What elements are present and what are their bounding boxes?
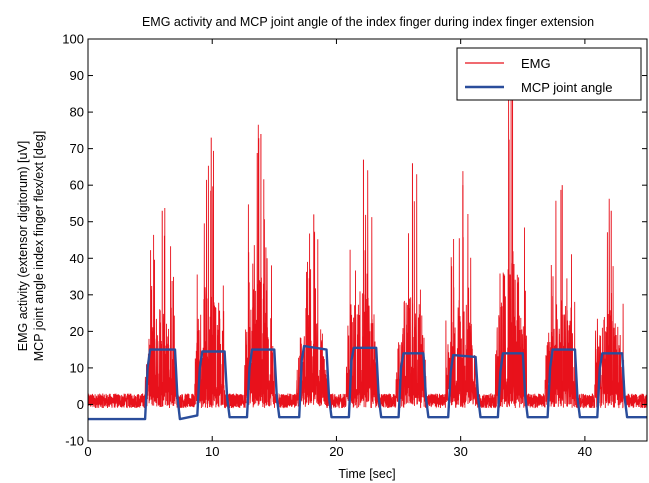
y-axis-label: EMG activity (extensor digitorum) [uV] M… [16, 131, 46, 361]
y-tick-label: 60 [70, 178, 84, 193]
y-axis-label-line1: EMG activity (extensor digitorum) [uV] [16, 141, 30, 351]
x-tick-label: 30 [453, 444, 467, 459]
y-tick-label: 70 [70, 141, 84, 156]
x-axis-label: Time [sec] [338, 467, 395, 481]
y-tick-label: 100 [62, 32, 84, 47]
y-tick-label: 20 [70, 324, 84, 339]
x-tick-label: 20 [329, 444, 343, 459]
legend-entry-emg: EMG [521, 56, 551, 71]
chart-title: EMG activity and MCP joint angle of the … [142, 15, 594, 29]
legend-box [456, 47, 642, 101]
series-emg [88, 82, 647, 410]
x-tick-label: 40 [578, 444, 592, 459]
y-tick-label: 30 [70, 287, 84, 302]
y-tick-label: 50 [70, 214, 84, 229]
emg-line [88, 82, 647, 410]
y-tick-label: 80 [70, 105, 84, 120]
legend: EMG MCP joint angle [456, 47, 642, 101]
y-tick-label: 40 [70, 251, 84, 266]
series-mcp-joint-angle [88, 344, 647, 421]
x-tick-label: 0 [84, 444, 91, 459]
y-axis-label-line2: MCP joint angle index finger flex/ext [d… [32, 131, 46, 361]
mcp-joint-angle-line [88, 344, 647, 421]
y-tick-label: 0 [77, 397, 84, 412]
y-tick-label: 10 [70, 360, 84, 375]
y-tick-label: 90 [70, 68, 84, 83]
x-tick-label: 10 [205, 444, 219, 459]
plot-frame [87, 38, 648, 442]
y-tick-label: -10 [65, 434, 84, 449]
legend-entry-mcp-joint-angle: MCP joint angle [521, 80, 613, 95]
